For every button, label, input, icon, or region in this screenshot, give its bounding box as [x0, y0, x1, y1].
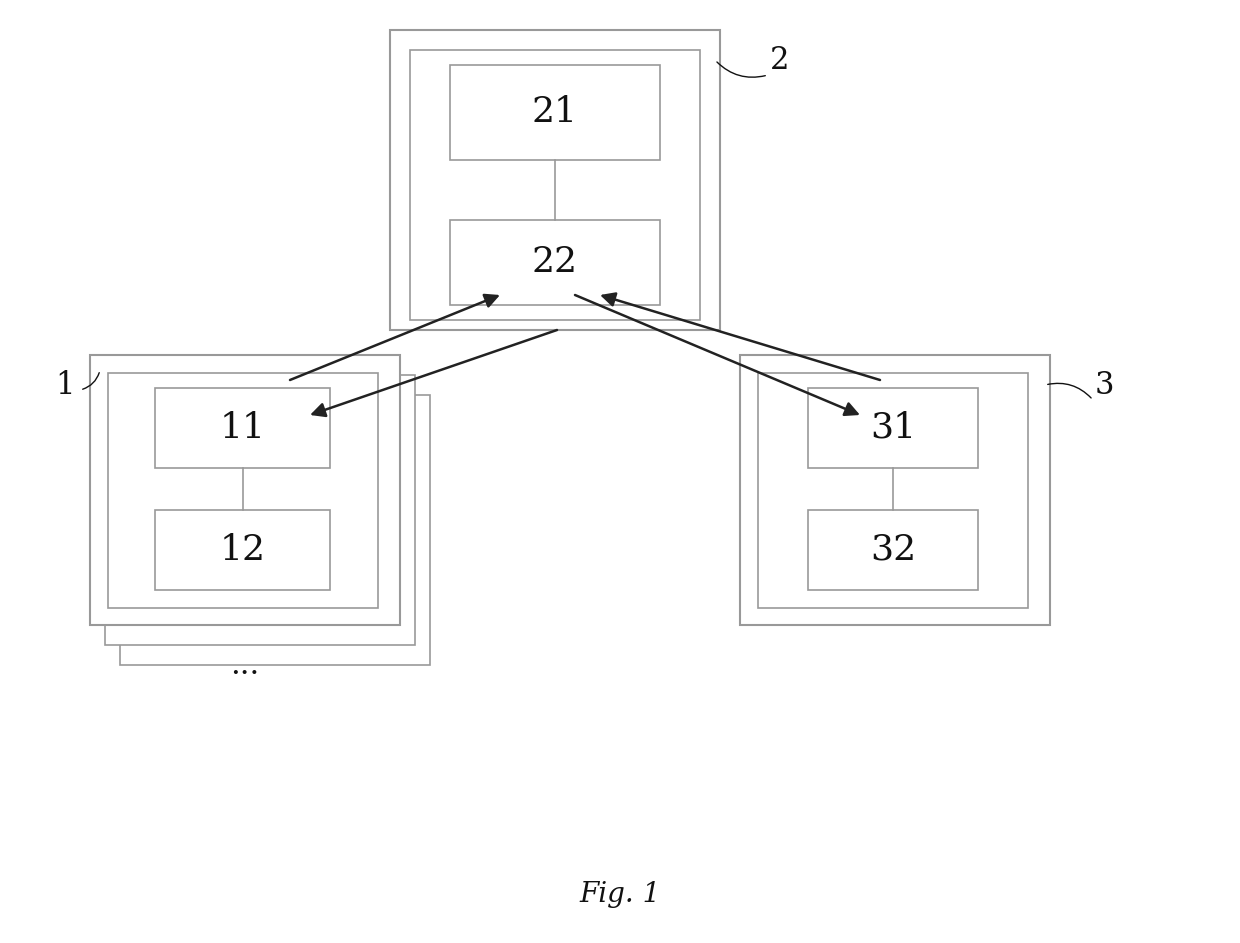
- Bar: [758, 373, 1028, 608]
- Bar: [108, 373, 378, 608]
- Text: 22: 22: [532, 245, 578, 279]
- Text: 3: 3: [1095, 370, 1115, 401]
- Bar: [155, 388, 330, 468]
- Bar: [808, 388, 978, 468]
- Bar: [155, 510, 330, 590]
- Text: 32: 32: [870, 533, 916, 567]
- Bar: [91, 355, 401, 625]
- Bar: [391, 30, 720, 330]
- Bar: [450, 65, 660, 160]
- Text: Fig. 1: Fig. 1: [579, 882, 661, 908]
- Text: 11: 11: [219, 411, 265, 445]
- Text: 2: 2: [770, 45, 790, 76]
- Bar: [740, 355, 1050, 625]
- Bar: [808, 510, 978, 590]
- Bar: [410, 50, 701, 320]
- Text: 1: 1: [56, 370, 74, 401]
- Text: 12: 12: [219, 533, 265, 567]
- Text: ...: ...: [231, 650, 259, 681]
- Text: 31: 31: [870, 411, 916, 445]
- Bar: [120, 395, 430, 665]
- Bar: [105, 375, 415, 645]
- Bar: [450, 220, 660, 305]
- Text: 21: 21: [532, 95, 578, 129]
